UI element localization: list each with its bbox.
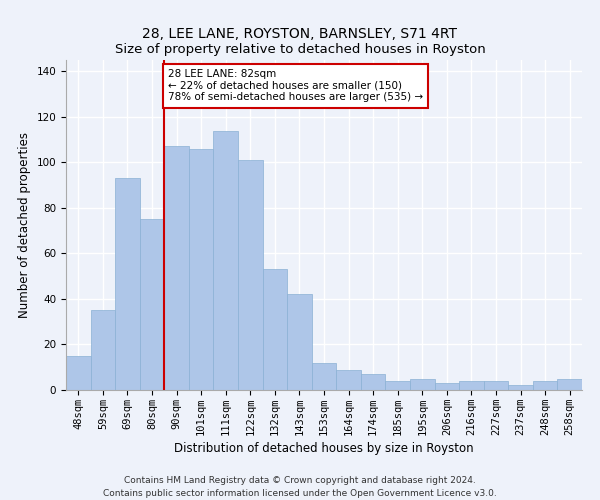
Bar xyxy=(263,270,287,390)
Text: 28 LEE LANE: 82sqm
← 22% of detached houses are smaller (150)
78% of semi-detach: 28 LEE LANE: 82sqm ← 22% of detached hou… xyxy=(168,69,423,102)
Bar xyxy=(385,381,410,390)
Bar xyxy=(115,178,140,390)
Text: Contains HM Land Registry data © Crown copyright and database right 2024.
Contai: Contains HM Land Registry data © Crown c… xyxy=(103,476,497,498)
Text: 28, LEE LANE, ROYSTON, BARNSLEY, S71 4RT: 28, LEE LANE, ROYSTON, BARNSLEY, S71 4RT xyxy=(143,28,458,42)
X-axis label: Distribution of detached houses by size in Royston: Distribution of detached houses by size … xyxy=(174,442,474,455)
Bar xyxy=(140,220,164,390)
Bar xyxy=(312,362,336,390)
Y-axis label: Number of detached properties: Number of detached properties xyxy=(18,132,31,318)
Bar xyxy=(361,374,385,390)
Bar xyxy=(214,130,238,390)
Bar xyxy=(91,310,115,390)
Bar xyxy=(336,370,361,390)
Bar xyxy=(459,381,484,390)
Bar xyxy=(287,294,312,390)
Bar xyxy=(164,146,189,390)
Bar xyxy=(238,160,263,390)
Bar xyxy=(484,381,508,390)
Bar xyxy=(508,386,533,390)
Bar xyxy=(410,378,434,390)
Bar xyxy=(434,383,459,390)
Bar xyxy=(533,381,557,390)
Text: Size of property relative to detached houses in Royston: Size of property relative to detached ho… xyxy=(115,42,485,56)
Bar xyxy=(66,356,91,390)
Bar xyxy=(189,149,214,390)
Bar xyxy=(557,378,582,390)
